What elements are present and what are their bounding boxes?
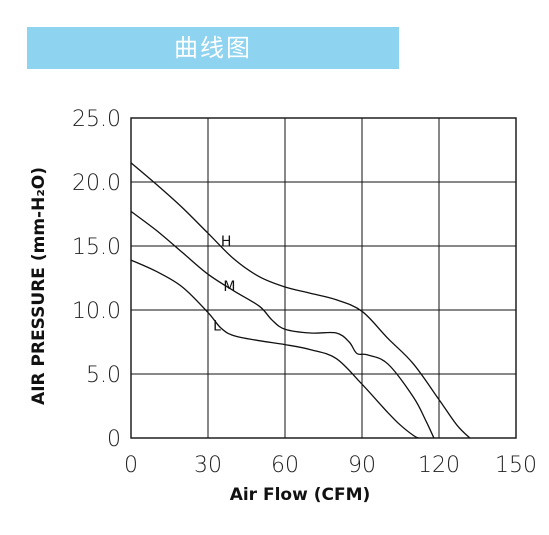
x-tick-label: 150 <box>495 453 537 478</box>
x-axis-title: Air Flow (CFM) <box>230 485 371 505</box>
series-line-l <box>130 259 419 439</box>
series-line-m <box>130 210 435 439</box>
y-tick-label: 15.0 <box>72 235 121 260</box>
title-banner: 曲线图 <box>27 27 399 69</box>
plot-frame <box>130 117 517 439</box>
y-tick-label: 25.0 <box>72 107 121 132</box>
x-tick-label: 90 <box>348 453 376 478</box>
y-tick-label: 0 <box>107 427 121 452</box>
y-tick-label: 20.0 <box>72 171 121 196</box>
y-tick-label: 10.0 <box>72 299 121 324</box>
series-label-h: H <box>221 234 232 250</box>
x-tick-label: 30 <box>194 453 222 478</box>
series-line-h <box>130 162 471 439</box>
series-label-l: L <box>213 318 221 334</box>
page-title: 曲线图 <box>174 34 252 62</box>
y-axis-title: AIR PRESSURE (mm-H₂O) <box>29 167 49 405</box>
x-tick-label: 0 <box>124 453 138 478</box>
x-tick-label: 60 <box>271 453 299 478</box>
y-tick-label: 5.0 <box>86 363 121 388</box>
series-label-m: M <box>223 279 235 295</box>
x-tick-label: 120 <box>418 453 460 478</box>
